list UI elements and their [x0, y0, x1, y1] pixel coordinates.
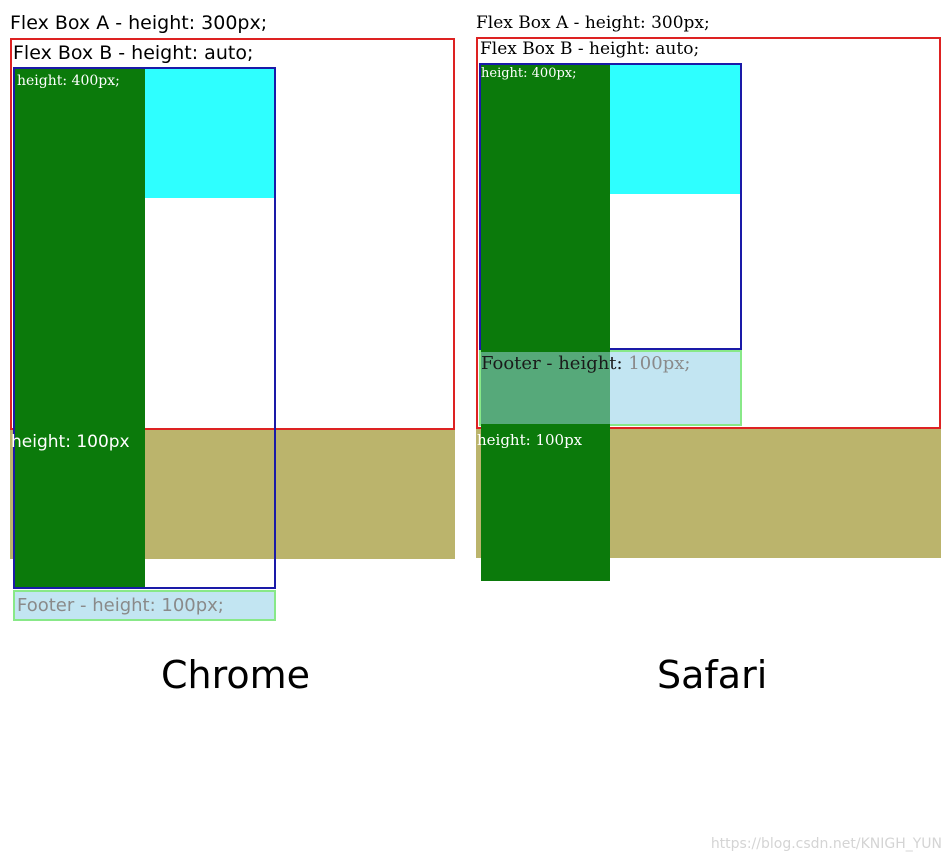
- safari-footer-label-part1: Footer - height:: [481, 353, 623, 374]
- safari-footer-overlap-tint: [481, 352, 610, 424]
- chrome-flexbox-a: [10, 38, 455, 430]
- safari-footer-label: Footer - height: 100px;: [481, 355, 690, 373]
- safari-green-label: height: 400px;: [481, 66, 577, 81]
- safari-flexbox-b: [479, 63, 742, 350]
- chrome-flexbox-b: [13, 67, 276, 589]
- safari-olive-label: height: 100px: [477, 431, 583, 449]
- safari-cyan-box: [610, 65, 740, 194]
- safari-flexbox-a: [476, 37, 941, 429]
- chrome-caption: Chrome: [161, 653, 311, 697]
- chrome-olive-label: height: 100px: [11, 432, 130, 452]
- watermark: https://blog.csdn.net/KNIGH_YUN: [710, 836, 942, 852]
- safari-flexbox-a-title: Flex Box A - height: 300px;: [476, 13, 710, 33]
- chrome-footer-label: Footer - height: 100px;: [17, 595, 224, 616]
- safari-green-column: [481, 65, 610, 581]
- chrome-green-column: [15, 69, 145, 587]
- chrome-flexbox-b-title: Flex Box B - height: auto;: [13, 42, 254, 64]
- safari-flexbox-b-title: Flex Box B - height: auto;: [480, 39, 700, 59]
- chrome-green-label: height: 400px;: [17, 73, 120, 89]
- chrome-flexbox-a-title: Flex Box A - height: 300px;: [10, 12, 268, 34]
- safari-footer-label-part2: 100px;: [622, 353, 691, 374]
- chrome-footer: [13, 590, 276, 621]
- safari-caption: Safari: [657, 653, 768, 697]
- chrome-cyan-box: [145, 69, 274, 198]
